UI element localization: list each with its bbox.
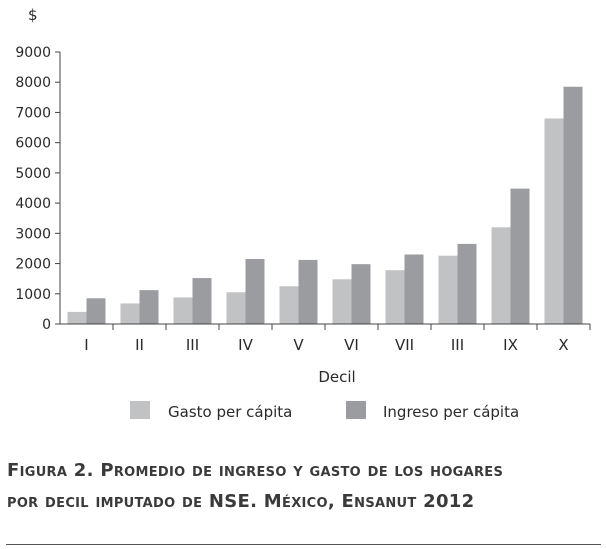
x-tick-label: III <box>451 336 464 354</box>
legend-swatch-ingreso <box>346 401 366 419</box>
bar-ingreso-6 <box>351 264 371 324</box>
bar-gasto-1 <box>67 311 87 324</box>
y-tick-label: 4000 <box>15 196 51 212</box>
caption-divider <box>6 544 601 545</box>
bar-ingreso-8 <box>457 243 477 324</box>
x-axis-title: Decil <box>318 368 355 386</box>
y-axis-ticks: 0 1000 2000 3000 4000 5000 6000 7000 8000 9000 <box>15 45 60 333</box>
bar-ingreso-9 <box>510 188 530 324</box>
legend: Gasto per cápita Ingreso per cápita <box>130 401 519 421</box>
bar-gasto-2 <box>120 303 140 324</box>
bar-gasto-10 <box>544 118 564 324</box>
bar-gasto-6 <box>332 279 352 324</box>
x-tick-label: IX <box>503 336 518 354</box>
bar-ingreso-2 <box>139 290 159 324</box>
bar-gasto-4 <box>226 292 246 324</box>
y-tick-label: 8000 <box>15 75 51 91</box>
x-tick-label: V <box>293 336 304 354</box>
y-tick-label: 6000 <box>15 136 51 152</box>
caption-line-2: por decil imputado de NSE. México, Ensan… <box>7 491 475 512</box>
legend-label-gasto: Gasto per cápita <box>168 403 292 421</box>
bar-ingreso-1 <box>86 298 106 324</box>
x-axis-ticks: I II III IV V VI VII III IX X <box>84 324 591 354</box>
legend-swatch-gasto <box>130 401 150 419</box>
bars <box>67 86 583 324</box>
legend-label-ingreso: Ingreso per cápita <box>383 403 519 421</box>
y-tick-label: 3000 <box>15 226 51 242</box>
y-tick-label: 9000 <box>15 45 51 61</box>
figure-caption: Figura 2. Promedio de ingreso y gasto de… <box>7 455 603 517</box>
x-tick-label: II <box>135 336 144 354</box>
bar-gasto-9 <box>491 227 511 324</box>
bar-ingreso-10 <box>563 86 583 324</box>
bar-ingreso-3 <box>192 278 212 324</box>
x-tick-label: VI <box>344 336 359 354</box>
x-tick-label: IV <box>238 336 253 354</box>
bar-gasto-5 <box>279 286 299 324</box>
bar-chart: $ 0100020003000400050006000700080009000 … <box>15 6 591 421</box>
y-tick-label: 2000 <box>15 257 51 273</box>
y-tick-label: 0 <box>42 317 51 333</box>
bar-ingreso-4 <box>245 259 265 324</box>
bar-ingreso-5 <box>298 259 318 324</box>
x-tick-label: X <box>558 336 568 354</box>
x-tick-label: III <box>186 336 199 354</box>
bar-gasto-3 <box>173 297 193 324</box>
x-tick-label: I <box>84 336 88 354</box>
y-axis-title: $ <box>28 6 38 24</box>
x-tick-label: VII <box>395 336 414 354</box>
caption-line-1: Figura 2. Promedio de ingreso y gasto de… <box>7 460 504 481</box>
y-tick-label: 1000 <box>15 287 51 303</box>
y-tick-label: 5000 <box>15 166 51 182</box>
y-tick-label: 7000 <box>15 105 51 121</box>
bar-gasto-7 <box>385 270 405 324</box>
bar-ingreso-7 <box>404 254 424 324</box>
bar-gasto-8 <box>438 255 458 324</box>
